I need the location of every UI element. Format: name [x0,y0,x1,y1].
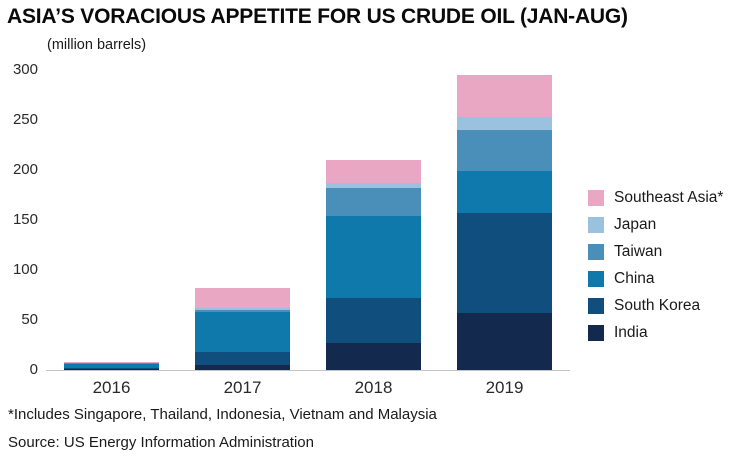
bar-segment-japan-2019 [457,117,552,130]
bar-segment-south-korea-2017 [195,352,290,365]
bar-segment-taiwan-2018 [326,188,421,216]
bar-segment-china-2017 [195,312,290,352]
legend-item-south-korea: South Korea [588,292,723,319]
legend-label-southeast-asia: Southeast Asia* [614,188,724,206]
legend-swatch-south-korea [588,297,604,314]
bar-segment-china-2016 [64,364,159,368]
y-axis-tick-label: 300 [12,61,38,78]
legend-item-india: India [588,319,723,346]
x-axis-tick-label: 2019 [485,378,524,397]
legend-item-china: China [588,265,723,292]
legend-label-south-korea: South Korea [614,296,701,314]
bar-segment-india-2018 [326,343,421,370]
bar-segment-china-2019 [457,171,552,213]
y-axis-tick-label: 100 [12,261,38,278]
bar-segment-southeast-asia-2018 [326,160,421,183]
y-axis-tick-label: 250 [12,111,38,128]
footnote: *Includes Singapore, Thailand, Indonesia… [8,406,437,423]
bar-segment-india-2019 [457,313,552,370]
bar-segment-china-2018 [326,216,421,298]
legend-swatch-china [588,270,604,287]
y-axis-tick-label: 0 [29,361,38,378]
bar-segment-southeast-asia-2016 [64,362,159,363]
stacked-bar-2019 [457,75,552,370]
legend-swatch-taiwan [588,243,604,260]
legend-label-china: China [614,269,655,287]
legend: Southeast Asia* Japan Taiwan China South Kor… [588,184,723,346]
source-attribution: Source: US Energy Information Administra… [8,434,314,451]
y-axis-tick-label: 200 [12,161,38,178]
chart-units-label: (million barrels) [47,37,147,53]
y-axis: 0 50 100 150 200 250 300 [0,0,38,468]
bar-segment-south-korea-2019 [457,213,552,313]
legend-swatch-japan [588,216,604,233]
bar-segment-south-korea-2016 [64,368,159,369]
legend-item-taiwan: Taiwan [588,238,723,265]
bar-segment-southeast-asia-2017 [195,288,290,308]
x-axis-tick-label: 2016 [92,378,131,397]
bar-segment-taiwan-2017 [195,310,290,312]
plot-area: 2016 2017 2018 2019 [46,70,570,397]
bar-segment-taiwan-2016 [64,363,159,364]
bar-segment-india-2017 [195,365,290,370]
bar-segment-taiwan-2019 [457,130,552,171]
legend-item-southeast-asia: Southeast Asia* [588,184,723,211]
y-axis-tick-label: 50 [21,311,38,328]
bar-segment-south-korea-2018 [326,298,421,343]
y-axis-tick-label: 150 [12,211,38,228]
legend-label-japan: Japan [614,215,657,233]
legend-swatch-southeast-asia [588,189,604,206]
bar-segment-japan-2018 [326,183,421,188]
bar-segment-japan-2017 [195,308,290,310]
stacked-bar-2018 [326,160,421,370]
x-axis-tick-label: 2017 [223,378,262,397]
legend-label-taiwan: Taiwan [614,242,663,260]
stacked-bar-2016 [64,362,159,370]
legend-swatch-india [588,324,604,341]
chart-title: ASIA’S VORACIOUS APPETITE FOR US CRUDE O… [7,5,628,28]
bar-segment-southeast-asia-2019 [457,75,552,117]
bar-segment-japan-2016 [64,362,159,363]
legend-item-japan: Japan [588,211,723,238]
x-axis-tick-label: 2018 [354,378,393,397]
stacked-bar-2017 [195,288,290,370]
legend-label-india: India [614,323,648,341]
bar-segment-india-2016 [64,369,159,370]
